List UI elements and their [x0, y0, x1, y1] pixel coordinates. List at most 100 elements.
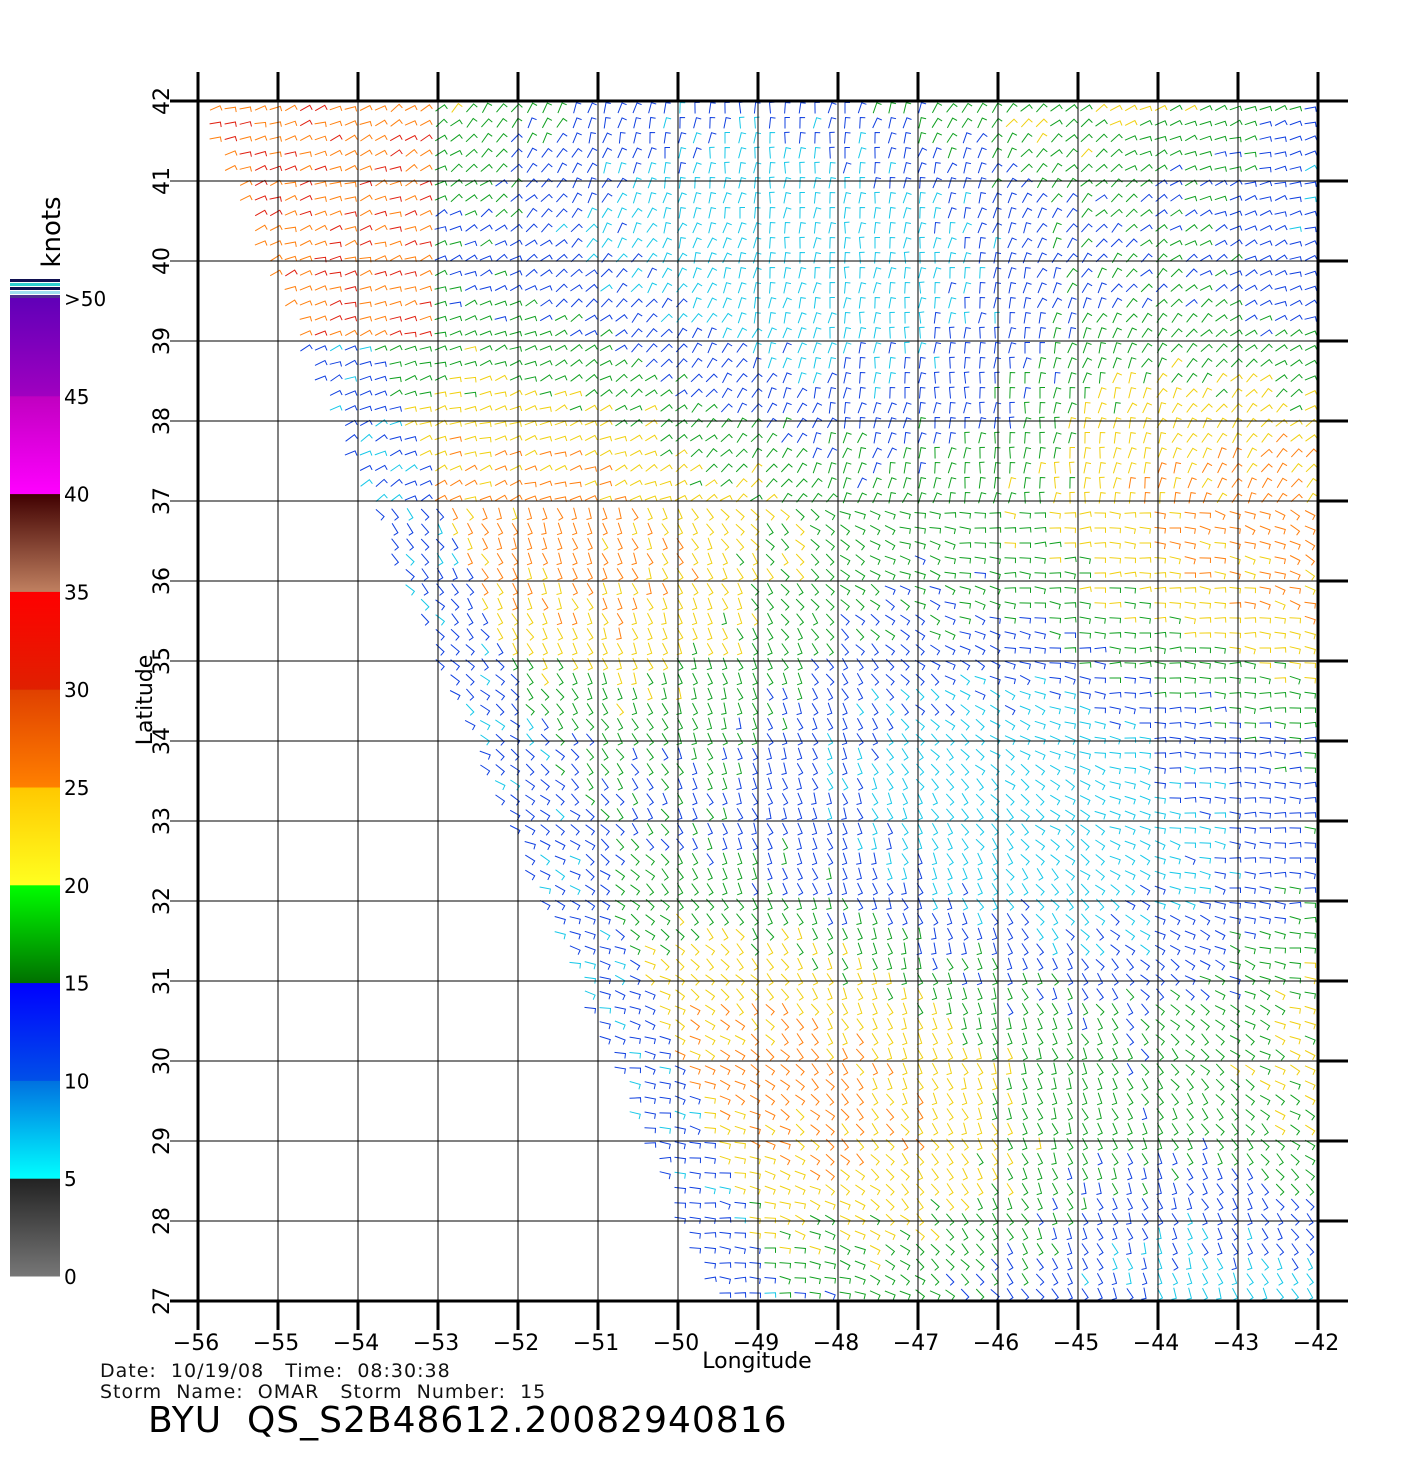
wind-vector	[452, 567, 458, 581]
wind-vector	[1290, 419, 1303, 427]
wind-vector	[1051, 1092, 1058, 1106]
wind-vector	[389, 196, 402, 202]
wind-vector	[736, 672, 743, 686]
wind-vector	[1051, 987, 1058, 1001]
wind-vector	[451, 522, 459, 536]
wind-vector	[1185, 298, 1198, 307]
wind-vector	[482, 537, 489, 551]
wind-vector	[888, 492, 896, 504]
wind-vector	[766, 942, 774, 956]
wind-vector	[824, 1200, 836, 1210]
wind-vector	[1139, 661, 1152, 668]
wind-vector	[796, 583, 804, 596]
wind-vector	[299, 134, 313, 142]
wind-vector	[976, 1002, 983, 1016]
wind-vector	[1095, 238, 1108, 248]
wind-vector	[884, 585, 896, 595]
wind-vector	[419, 346, 432, 352]
wind-vector	[825, 673, 835, 686]
colorbar-label: 0	[64, 1265, 77, 1289]
wind-vector	[645, 898, 655, 911]
wind-vector	[945, 1273, 955, 1286]
wind-vector	[617, 102, 627, 114]
wind-vector	[525, 253, 538, 262]
wind-vector	[779, 1125, 791, 1135]
wind-vector	[915, 733, 925, 746]
wind-vector	[632, 747, 638, 761]
wind-vector	[794, 1201, 806, 1209]
date-line: Date: 10/19/08 Time: 08:30:38	[100, 1360, 451, 1382]
wind-vector	[509, 464, 523, 471]
wind-vector	[554, 375, 568, 381]
wind-vector	[1035, 808, 1045, 821]
wind-vector	[796, 1033, 804, 1046]
wind-vector	[449, 495, 463, 501]
wind-vector	[1080, 809, 1091, 821]
wind-vector	[721, 807, 728, 821]
wind-vector	[977, 957, 983, 971]
wind-vector	[631, 568, 639, 581]
wind-vector	[764, 1201, 776, 1209]
wind-vector	[1289, 766, 1302, 773]
wind-vector	[1259, 209, 1273, 216]
wind-vector	[994, 431, 1000, 444]
wind-vector	[706, 853, 714, 866]
wind-vector	[944, 630, 956, 641]
wind-vector	[963, 386, 970, 399]
wind-vector	[780, 1079, 791, 1091]
wind-vector	[1111, 1153, 1119, 1166]
wind-vector	[451, 538, 459, 551]
wind-vector	[885, 629, 896, 641]
wind-vector	[1053, 357, 1062, 369]
wind-vector	[784, 236, 790, 249]
wind-vector	[556, 522, 563, 536]
wind-vector	[1290, 388, 1303, 398]
wind-vector	[946, 1078, 954, 1091]
wind-vector	[601, 207, 613, 218]
wind-vector	[708, 162, 717, 174]
wind-vector	[1245, 388, 1258, 397]
wind-vector	[1202, 1167, 1209, 1181]
wind-vector	[919, 176, 926, 189]
wind-vector	[1005, 868, 1015, 881]
wind-vector	[556, 717, 564, 731]
wind-vector	[1111, 1167, 1117, 1180]
wind-vector	[871, 1123, 879, 1136]
wind-vector	[825, 553, 835, 566]
wind-vector	[1214, 210, 1228, 217]
wind-vector	[1021, 988, 1029, 1001]
wind-vector	[719, 1292, 732, 1298]
wind-vector	[314, 104, 328, 112]
wind-vector	[510, 193, 523, 202]
wind-vector	[843, 236, 851, 249]
wind-vector	[1082, 297, 1092, 309]
wind-vector	[480, 269, 493, 277]
wind-vector	[1156, 267, 1168, 278]
wind-vector	[359, 450, 373, 456]
wind-vector	[645, 929, 656, 941]
wind-vector	[1109, 840, 1121, 851]
wind-vector	[481, 102, 493, 114]
wind-vector	[961, 823, 970, 836]
wind-vector	[405, 569, 415, 581]
wind-vector	[1051, 1048, 1059, 1061]
wind-vector	[720, 448, 733, 457]
wind-vector	[1217, 1227, 1223, 1241]
wind-vector	[1169, 706, 1182, 713]
wind-vector	[933, 402, 942, 414]
wind-vector	[945, 719, 956, 731]
wind-vector	[1184, 676, 1197, 684]
wind-vector	[1229, 990, 1241, 1000]
wind-vector	[614, 990, 626, 1001]
wind-vector	[915, 1258, 925, 1271]
wind-vector	[1097, 1152, 1103, 1166]
wind-vector	[811, 612, 819, 626]
wind-vector	[1095, 824, 1106, 836]
wind-vector	[209, 136, 222, 142]
wind-vector	[1187, 477, 1197, 489]
wind-vector	[1259, 841, 1271, 849]
wind-vector	[1021, 192, 1033, 204]
wind-vector	[510, 163, 523, 172]
wind-vector	[360, 479, 373, 487]
wind-vector	[946, 162, 958, 174]
